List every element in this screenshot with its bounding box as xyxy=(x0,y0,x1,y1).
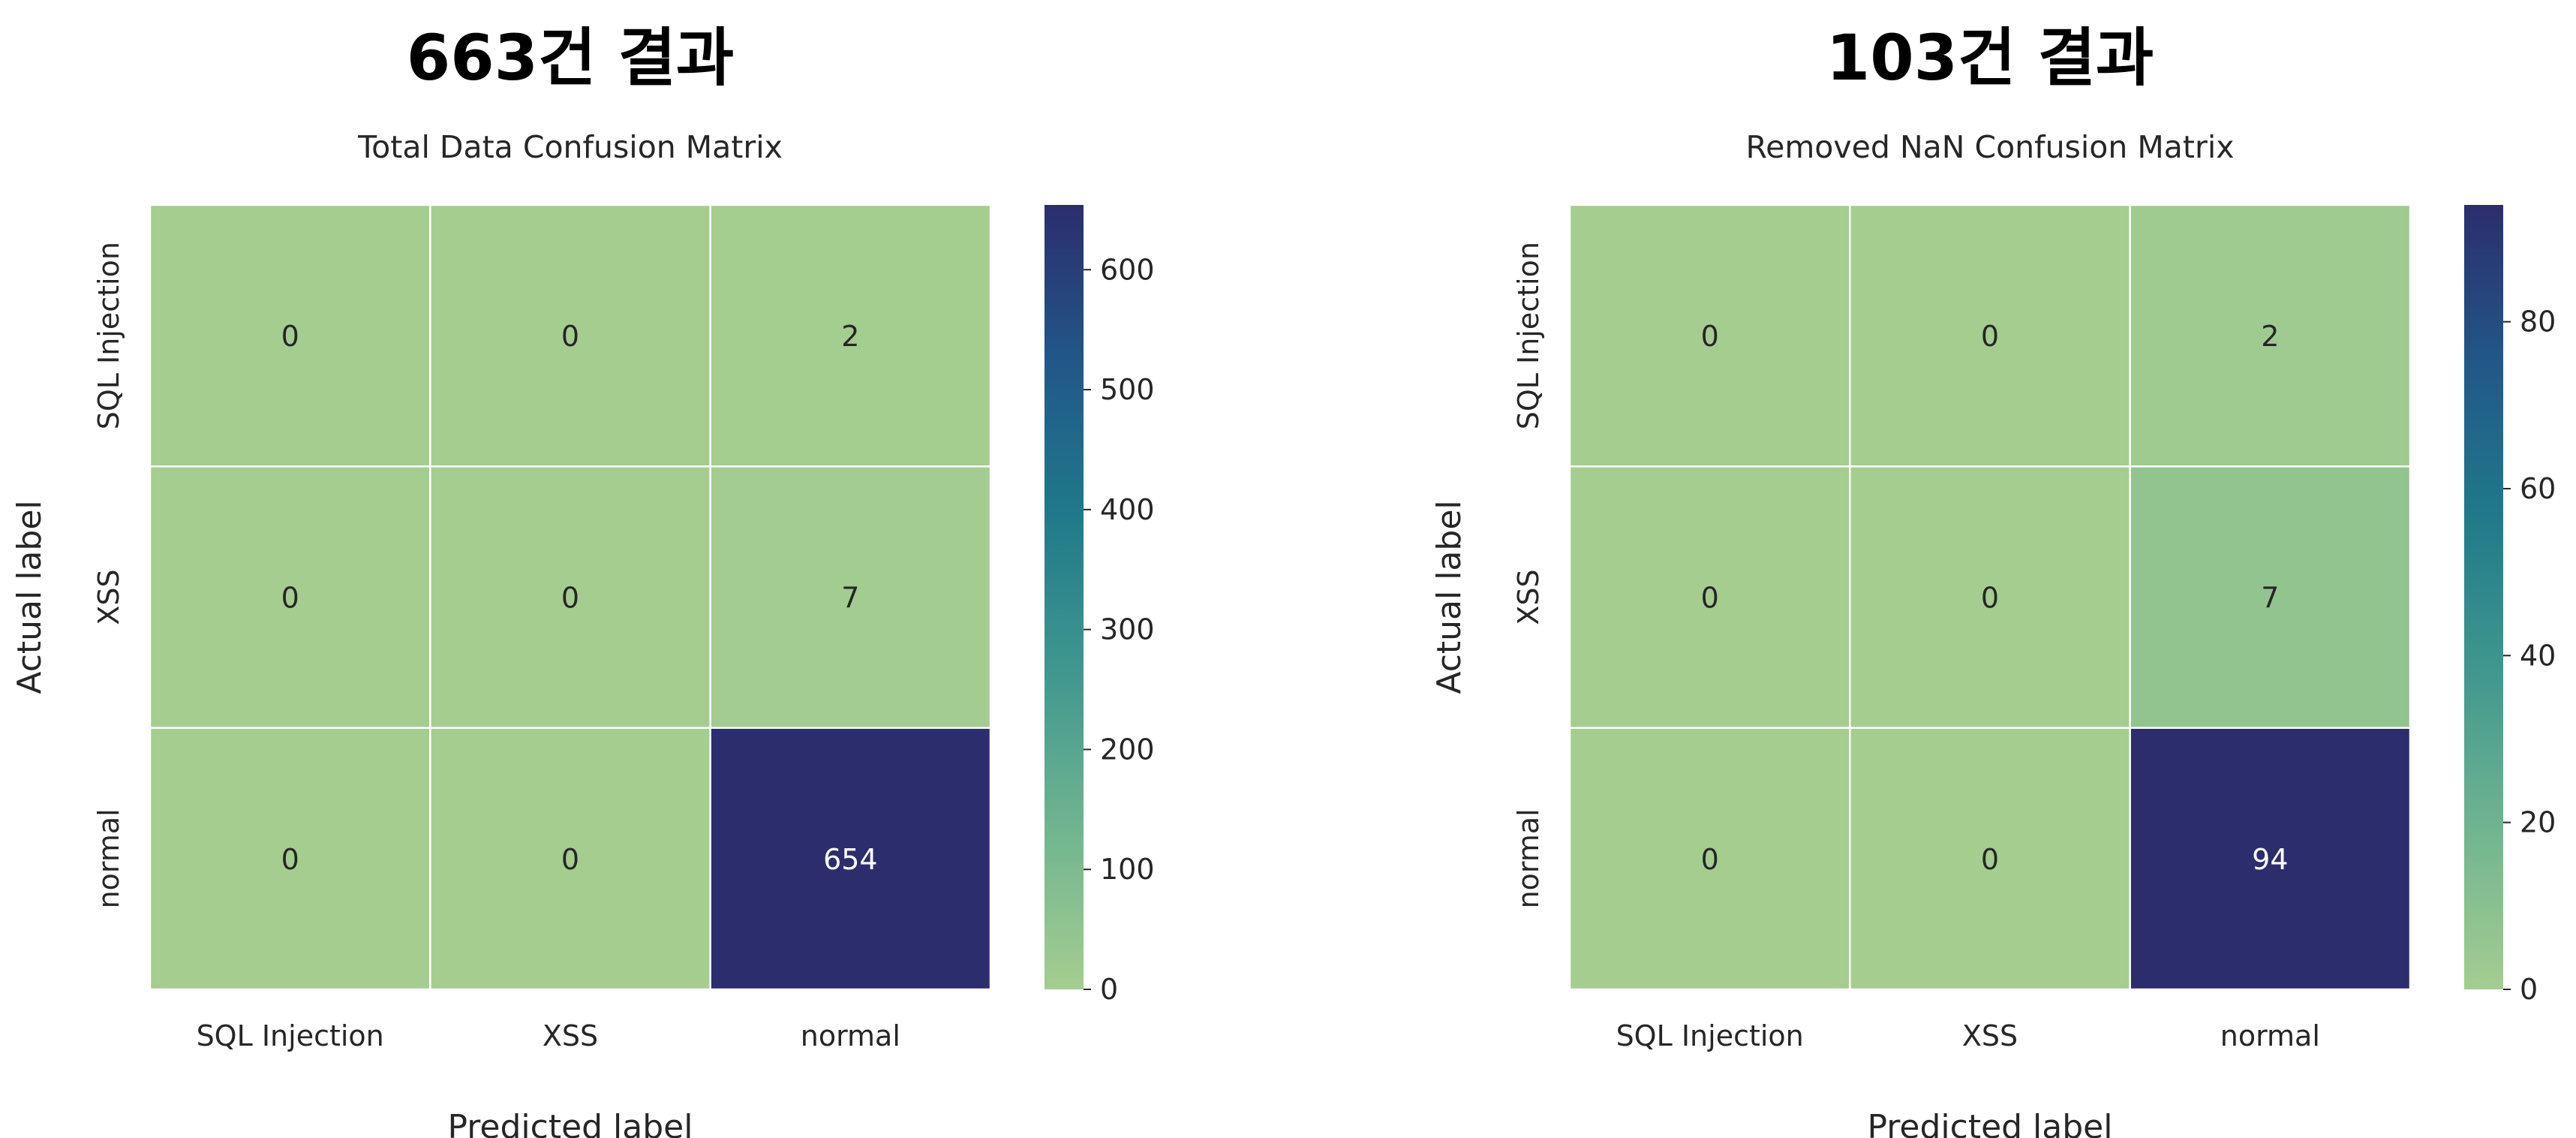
left-xtick-2: normal xyxy=(801,1019,900,1052)
left-colorbar xyxy=(1045,205,1084,989)
right-colorbar-tick-2: 40 xyxy=(2520,639,2556,672)
right-ytick-0: SQL Injection xyxy=(1512,242,1545,429)
left-xlabel: Predicted label xyxy=(448,1108,693,1138)
left-cell-r1-c1 xyxy=(429,465,711,729)
left-colorbar-tick-6: 600 xyxy=(1100,253,1155,286)
right-cell-r2-c0 xyxy=(1568,727,1851,991)
right-xlabel: Predicted label xyxy=(1868,1108,2113,1138)
right-cell-label-r2-c2: 94 xyxy=(2252,843,2288,876)
left-cell-label-r1-c1: 0 xyxy=(561,582,579,615)
right-cell-label-r1-c0: 0 xyxy=(1701,582,1719,615)
left-cell-r1-c0 xyxy=(149,465,431,729)
left-colorbar-tick-1: 100 xyxy=(1100,853,1155,886)
left-ytick-0: SQL Injection xyxy=(92,242,125,429)
left-cell-r2-c1 xyxy=(429,727,711,991)
left-cell-r1-c2 xyxy=(709,465,992,729)
right-colorbar xyxy=(2464,205,2503,989)
left-cell-r0-c2 xyxy=(709,203,992,468)
left-colorbar-tick-0: 0 xyxy=(1100,973,1118,1006)
right-ytick-1: XSS xyxy=(1512,569,1545,625)
left-colorbar-tick-4: 400 xyxy=(1100,493,1155,526)
right-title: Removed NaN Confusion Matrix xyxy=(1746,129,2235,165)
right-cell-label-r1-c2: 7 xyxy=(2261,582,2279,615)
left-xtick-0: SQL Injection xyxy=(197,1019,384,1052)
right-colorbar-tick-0: 0 xyxy=(2520,973,2538,1006)
right-xtick-1: XSS xyxy=(1962,1019,2018,1052)
left-colorbar-tick-5: 500 xyxy=(1100,373,1155,406)
left-cell-label-r0-c0: 0 xyxy=(281,320,299,353)
left-cell-label-r1-c2: 7 xyxy=(841,582,859,615)
panel-heading-left: 663건 결과 xyxy=(406,21,735,95)
left-title: Total Data Confusion Matrix xyxy=(357,129,783,165)
right-colorbar-tick-1: 20 xyxy=(2520,806,2556,839)
right-cell-label-r1-c1: 0 xyxy=(1981,582,1999,615)
right-cell-label-r0-c0: 0 xyxy=(1701,320,1719,353)
left-cell-r2-c2 xyxy=(709,727,992,991)
right-cell-r0-c2 xyxy=(2129,203,2412,468)
left-cell-label-r0-c1: 0 xyxy=(561,320,579,353)
right-ytick-2: normal xyxy=(1512,808,1545,908)
right-cell-r1-c1 xyxy=(1849,465,2131,729)
right-cell-r2-c2 xyxy=(2129,727,2412,991)
left-cell-label-r0-c2: 2 xyxy=(841,320,859,353)
right-cell-r2-c1 xyxy=(1849,727,2131,991)
right-cell-r0-c0 xyxy=(1568,203,1851,468)
right-cell-label-r2-c1: 0 xyxy=(1981,843,1999,876)
left-cell-label-r1-c0: 0 xyxy=(281,582,299,615)
right-cell-label-r2-c0: 0 xyxy=(1701,843,1719,876)
right-cell-r0-c1 xyxy=(1849,203,2131,468)
right-cell-label-r0-c2: 2 xyxy=(2261,320,2279,353)
left-ylabel: Actual label xyxy=(11,500,49,694)
right-xtick-2: normal xyxy=(2220,1019,2320,1052)
right-ylabel: Actual label xyxy=(1430,500,1468,694)
left-cell-label-r2-c2: 654 xyxy=(823,843,878,876)
right-colorbar-tick-4: 80 xyxy=(2520,306,2556,339)
right-cell-r1-c2 xyxy=(2129,465,2412,729)
left-colorbar-tick-2: 200 xyxy=(1100,733,1155,766)
right-colorbar-tick-3: 60 xyxy=(2520,472,2556,505)
left-ytick-2: normal xyxy=(92,808,125,908)
panel-heading-right: 103건 결과 xyxy=(1826,21,2154,95)
left-colorbar-tick-3: 300 xyxy=(1100,613,1155,646)
left-cell-r2-c0 xyxy=(149,727,431,991)
right-cell-r1-c0 xyxy=(1568,465,1851,729)
left-xtick-1: XSS xyxy=(543,1019,598,1052)
right-cell-label-r0-c1: 0 xyxy=(1981,320,1999,353)
left-ytick-1: XSS xyxy=(92,569,125,625)
left-cell-label-r2-c1: 0 xyxy=(561,843,579,876)
left-cell-label-r2-c0: 0 xyxy=(281,843,299,876)
right-xtick-0: SQL Injection xyxy=(1616,1019,1804,1052)
